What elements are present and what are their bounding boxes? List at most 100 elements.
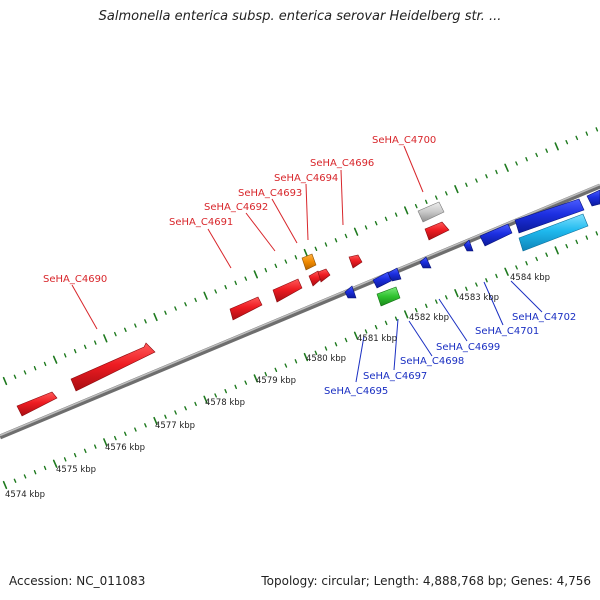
- minor-tick: [475, 282, 478, 287]
- label-seha-c4690[interactable]: SeHA_C4690: [43, 274, 107, 285]
- gene-c4692-arrow[interactable]: [272, 278, 303, 303]
- gene-c4701-arrow[interactable]: [479, 223, 513, 247]
- minor-tick: [565, 139, 569, 145]
- major-tick: [103, 334, 108, 343]
- gene-c4691-arrow[interactable]: [229, 296, 263, 321]
- gene-c4697-green-box[interactable]: [376, 286, 401, 307]
- scale-label-4580: 4580 kbp: [306, 354, 346, 364]
- map-title: Salmonella enterica subsp. enterica sero…: [98, 9, 502, 24]
- gene-c4694b-arrow[interactable]: [317, 268, 331, 283]
- label-seha-c4691[interactable]: SeHA_C4691: [169, 217, 233, 228]
- minor-tick: [93, 444, 97, 449]
- minor-tick: [164, 414, 167, 419]
- label-seha-c4701[interactable]: SeHA_C4701: [475, 326, 539, 337]
- gene-pseudo-box[interactable]: [417, 201, 445, 223]
- gene-c4700-arrow[interactable]: [424, 221, 450, 241]
- minor-tick: [244, 380, 248, 385]
- gene-c4702-arrow[interactable]: [514, 198, 585, 234]
- label-seha-c4692[interactable]: SeHA_C4692: [204, 202, 268, 213]
- gene-c4695-arrow[interactable]: [344, 285, 357, 299]
- major-tick: [353, 227, 359, 236]
- label-seha-c4699[interactable]: SeHA_C4699: [436, 342, 500, 353]
- leader-line-c4698: [408, 320, 433, 357]
- gene-edge-arrow[interactable]: [586, 189, 600, 207]
- gene-c4699-arrow[interactable]: [463, 239, 474, 252]
- forward-leader-lines: [71, 145, 424, 330]
- minor-tick: [234, 384, 238, 390]
- label-seha-c4702[interactable]: SeHA_C4702: [512, 312, 576, 323]
- minor-tick: [194, 401, 197, 407]
- minor-tick: [515, 161, 518, 166]
- label-seha-c4700[interactable]: SeHA_C4700: [372, 135, 436, 146]
- gene-c4690-arrow[interactable]: [70, 342, 156, 392]
- minor-tick: [364, 329, 368, 334]
- minor-tick: [123, 431, 127, 436]
- topology-summary: Topology: circular; Length: 4,888,768 bp…: [261, 574, 591, 588]
- minor-tick: [515, 265, 518, 270]
- leader-line-c4690: [71, 284, 98, 330]
- minor-tick: [73, 453, 77, 458]
- minor-tick: [244, 276, 248, 281]
- major-tick: [403, 206, 409, 215]
- minor-tick: [445, 295, 448, 300]
- leader-line-c4702: [510, 280, 543, 313]
- minor-tick: [43, 361, 47, 367]
- scale-label-4577: 4577 kbp: [155, 421, 195, 431]
- minor-tick: [83, 344, 87, 350]
- scale-label-4579: 4579 kbp: [256, 376, 296, 386]
- major-tick: [303, 352, 309, 362]
- label-seha-c4698[interactable]: SeHA_C4698: [400, 356, 464, 367]
- leader-line-c4691: [207, 228, 232, 269]
- minor-tick: [475, 178, 478, 183]
- minor-tick: [224, 285, 228, 290]
- minor-tick: [384, 216, 388, 222]
- gene-c4697b-arrow[interactable]: [387, 267, 402, 282]
- label-seha-c4695[interactable]: SeHA_C4695: [324, 386, 388, 397]
- minor-tick: [314, 350, 318, 355]
- major-tick: [52, 355, 58, 364]
- label-seha-c4693[interactable]: SeHA_C4693: [238, 188, 302, 199]
- minor-tick: [465, 182, 468, 188]
- gene-c4697-arrow[interactable]: [372, 271, 392, 289]
- scale-label-4581: 4581 kbp: [357, 334, 397, 344]
- minor-tick: [284, 363, 288, 368]
- minor-tick: [525, 156, 528, 162]
- minor-tick: [575, 135, 579, 141]
- minor-tick: [425, 199, 428, 205]
- outer-tick-track: [2, 127, 599, 386]
- label-seha-c4694[interactable]: SeHA_C4694: [274, 173, 338, 184]
- minor-tick: [545, 252, 548, 257]
- minor-tick: [174, 306, 177, 311]
- major-tick: [554, 246, 559, 255]
- leader-line-c4701: [483, 281, 504, 326]
- minor-tick: [134, 427, 137, 432]
- gene-c4693-box[interactable]: [301, 253, 317, 271]
- leader-line-c4695: [355, 335, 365, 383]
- minor-tick: [43, 465, 47, 471]
- major-tick: [454, 288, 459, 298]
- minor-tick: [535, 152, 538, 158]
- minor-tick: [435, 195, 438, 200]
- gene-c4702-light-box[interactable]: [518, 213, 589, 252]
- gene-c4696-arrow[interactable]: [348, 254, 363, 269]
- minor-tick: [214, 393, 218, 398]
- gene-c4698-arrow[interactable]: [419, 256, 432, 269]
- minor-tick: [264, 267, 268, 273]
- minor-tick: [23, 370, 27, 375]
- major-tick: [504, 267, 509, 276]
- scale-label-4576: 4576 kbp: [105, 443, 145, 453]
- minor-tick: [214, 289, 218, 294]
- forward-strand-genes: [16, 201, 450, 417]
- gene-forward-arrow[interactable]: [16, 391, 58, 417]
- minor-tick: [545, 148, 548, 153]
- major-tick: [153, 312, 158, 322]
- label-seha-c4697[interactable]: SeHA_C4697: [363, 371, 427, 382]
- genome-backbone: [0, 183, 600, 440]
- major-tick: [253, 374, 259, 383]
- leader-line-c4697: [393, 318, 399, 371]
- label-seha-c4696[interactable]: SeHA_C4696: [310, 158, 374, 169]
- minor-tick: [234, 280, 238, 286]
- major-tick: [2, 480, 8, 490]
- minor-tick: [525, 261, 528, 266]
